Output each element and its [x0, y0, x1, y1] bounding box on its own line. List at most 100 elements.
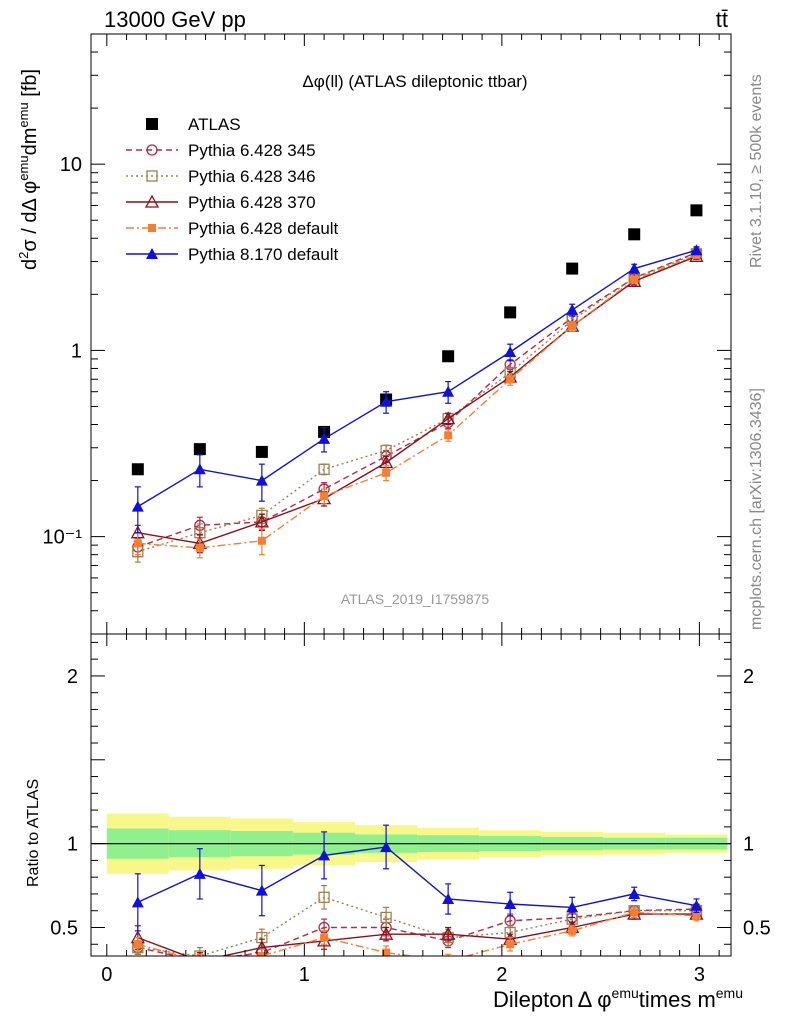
main-point-atlas [193, 443, 206, 456]
main-point-pythia-6-428-default [133, 539, 142, 548]
main-point-atlas [255, 445, 268, 458]
ratio-point-pythia-6-428-346 [318, 891, 330, 903]
ratio-line-pythia-6-428-370 [137, 913, 697, 956]
ratio-point-pythia-8-170-default [504, 898, 517, 910]
legend-swatch-marker [146, 144, 158, 156]
ratio-point-pythia-8-170-default [442, 892, 455, 904]
main-series-pythia-6-428-default [133, 251, 701, 559]
legend-label: Pythia 6.428 default [188, 219, 339, 238]
ratio-y-tick-label-right: 1 [743, 834, 754, 856]
main-line-pythia-6-428-370 [137, 255, 697, 545]
rivet-version-label: Rivet 3.1.10, ≥ 500k events [748, 74, 765, 268]
ratio-point-pythia-6-428-370 [198, 953, 202, 956]
main-y-axis-label: d2σ / dΔ φemudmemu [fb] [16, 69, 41, 270]
ratio-point-pythia-8-170-default [193, 867, 206, 879]
ratio-point-pythia-6-428-346 [380, 911, 392, 924]
energy-label: 13000 GeV pp [104, 7, 246, 32]
y-tick-label: 10⁻¹ [43, 527, 83, 549]
ratio-point-pythia-6-428-default [506, 940, 515, 949]
ratio-frame [90, 633, 732, 957]
main-point-atlas [131, 463, 144, 476]
main-line-pythia-6-428-345 [137, 251, 697, 548]
main-point-pythia-6-428-default [257, 536, 266, 545]
main-point-pythia-8-170-default [504, 346, 517, 358]
ratio-y-tick-label-left: 0.5 [50, 917, 78, 939]
main-line-pythia-6-428-346 [137, 253, 697, 553]
legend-item-pythia-8-170-default: Pythia 8.170 default [126, 245, 339, 264]
main-point-pythia-8-170-default [318, 432, 331, 444]
legend-label: Pythia 8.170 default [188, 245, 339, 264]
main-point-pythia-8-170-default [628, 262, 641, 274]
ratio-y-tick-label-left: 2 [67, 666, 78, 688]
legend-swatch-marker [148, 224, 156, 232]
ratio-line-pythia-6-428-default [137, 911, 697, 956]
ratio-series-pythia-8-170-default [131, 824, 703, 932]
main-point-pythia-8-170-default [193, 463, 206, 475]
ratio-point-pythia-6-428-default [692, 911, 701, 920]
ratio-line-pythia-6-428-345 [137, 908, 697, 956]
main-point-atlas [504, 306, 517, 319]
x-tick-label: 3 [694, 964, 705, 986]
ratio-point-pythia-6-428-346 [194, 950, 206, 956]
legend-label: Pythia 6.428 370 [188, 193, 316, 212]
legend-item-atlas: ATLAS [146, 115, 241, 134]
x-axis-label: Dilepton Δ φemutimes memu [493, 985, 743, 1012]
main-point-pythia-6-428-default [382, 468, 391, 477]
ratio-point-pythia-6-428-345 [197, 955, 203, 956]
main-point-pythia-8-170-default [566, 303, 579, 315]
ratio-point-pythia-6-428-default [630, 908, 639, 917]
main-series-pythia-8-170-default [131, 244, 703, 534]
main-point-pythia-8-170-default [690, 244, 703, 256]
ratio-point-pythia-8-170-default [690, 899, 703, 911]
legend-item-pythia-6-428-370: Pythia 6.428 370 [126, 193, 316, 212]
main-point-atlas [690, 204, 703, 217]
legend-item-pythia-6-428-default: Pythia 6.428 default [126, 219, 339, 238]
legend: ATLAS Pythia 6.428 345 Pythia 6.428 346 Pyt… [126, 115, 339, 264]
main-series-pythia-6-428-370 [130, 248, 704, 554]
ratio-point-pythia-8-170-default [318, 849, 331, 861]
ratio-y-tick-label-left: 1 [67, 834, 78, 856]
analysis-watermark: ATLAS_2019_I1759875 [341, 591, 490, 607]
legend-swatch-marker [146, 118, 158, 130]
legend-swatch-marker [144, 194, 160, 208]
ratio-point-pythia-6-428-default [257, 952, 266, 956]
plot-title: Δφ(ll) (ATLAS dileptonic ttbar) [302, 72, 527, 91]
ratio-series-pythia-6-428-default [133, 906, 701, 956]
main-point-pythia-6-428-370 [441, 411, 456, 425]
mcplots-reference-label: mcplots.cern.ch [arXiv:1306.3436] [748, 388, 765, 630]
legend-swatch-marker [146, 248, 158, 259]
y-tick-label: 10 [60, 154, 82, 176]
legend-item-pythia-6-428-345: Pythia 6.428 345 [126, 141, 316, 160]
main-point-atlas [628, 228, 641, 241]
ratio-point-pythia-6-428-default [133, 940, 142, 949]
main-point-pythia-6-428-default [630, 275, 639, 284]
main-point-atlas [566, 262, 579, 275]
ratio-y-tick-label-right: 2 [743, 666, 754, 688]
ratio-y-axis-label: Ratio to ATLAS [25, 779, 42, 887]
ratio-point-pythia-8-170-default [255, 884, 268, 896]
legend-label: Pythia 6.428 346 [188, 167, 316, 186]
main-line-pythia-8-170-default [137, 249, 697, 508]
main-point-pythia-6-428-default [320, 492, 329, 501]
main-point-pythia-6-428-default [444, 431, 453, 440]
ratio-line-pythia-8-170-default [137, 846, 697, 909]
main-point-atlas [442, 350, 455, 363]
main-point-pythia-8-170-default [131, 500, 144, 512]
legend-label: ATLAS [188, 115, 241, 134]
main-point-pythia-6-428-default [568, 322, 577, 331]
main-point-pythia-8-170-default [255, 474, 268, 486]
x-tick-label: 0 [101, 964, 112, 986]
ratio-point-pythia-8-170-default [131, 896, 144, 908]
ratio-point-pythia-8-170-default [566, 901, 579, 913]
ratio-point-pythia-6-428-default [320, 933, 329, 942]
ratio-point-pythia-8-170-default [380, 840, 393, 852]
main-point-pythia-6-428-346 [318, 463, 330, 475]
main-point-pythia-8-170-default [442, 385, 455, 397]
legend-swatch-marker [146, 170, 158, 182]
main-series-pythia-6-428-346 [132, 248, 703, 563]
ratio-y-tick-label-right: 0.5 [743, 917, 771, 939]
legend-label: Pythia 6.428 345 [188, 141, 316, 160]
x-tick-label: 1 [299, 964, 310, 986]
